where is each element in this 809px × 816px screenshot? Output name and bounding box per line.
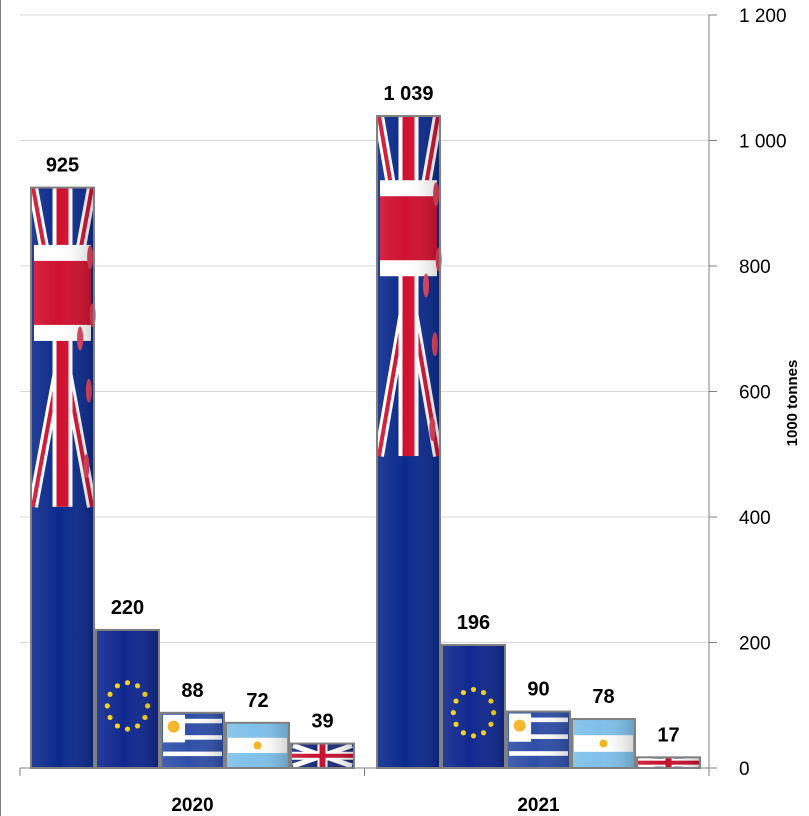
bar-shine	[572, 719, 635, 768]
bar-shine	[161, 712, 224, 768]
y-tick-label: 0	[739, 759, 750, 780]
bar-uk-2020	[290, 742, 355, 770]
bar-shine	[226, 722, 289, 768]
y-tick-label: 800	[739, 257, 771, 278]
data-label: 925	[46, 155, 79, 177]
bar-argentina-2020	[225, 721, 290, 770]
bar-eu-2020	[95, 628, 160, 770]
data-label: 17	[657, 724, 679, 746]
y-tick-label: 1 000	[739, 132, 787, 153]
data-label: 39	[311, 711, 333, 733]
bar-argentina-2021	[571, 718, 636, 769]
data-label: 88	[181, 680, 203, 702]
bar-shine	[507, 711, 570, 768]
data-label: 90	[527, 679, 549, 701]
bar-australia-2020	[28, 186, 97, 769]
data-label: 220	[111, 597, 144, 619]
bar-shine	[377, 116, 440, 769]
bar-shine	[96, 629, 159, 768]
data-label: 72	[246, 690, 268, 712]
data-label: 1 039	[383, 83, 433, 105]
y-tick-label: 1 200	[739, 6, 787, 27]
data-label: 78	[592, 686, 614, 708]
data-label: 196	[457, 612, 490, 634]
y-tick-label: 600	[739, 383, 771, 404]
bar-australia-2021	[374, 115, 443, 769]
x-category-label: 2021	[517, 795, 560, 816]
bar-uk-2021	[636, 756, 701, 770]
bar-shine	[291, 743, 354, 768]
x-category-label: 2020	[171, 795, 213, 816]
y-tick-label: 400	[739, 508, 771, 529]
bar-uruguay-2021	[506, 710, 571, 770]
bar-shine	[442, 645, 505, 768]
y-axis-title: 1000 tonnes	[784, 360, 801, 447]
bar-uruguay-2020	[160, 711, 225, 770]
bar-shine	[31, 187, 94, 768]
bar-eu-2021	[441, 644, 506, 770]
y-tick-label: 200	[739, 634, 771, 655]
bar-shine	[637, 757, 700, 768]
